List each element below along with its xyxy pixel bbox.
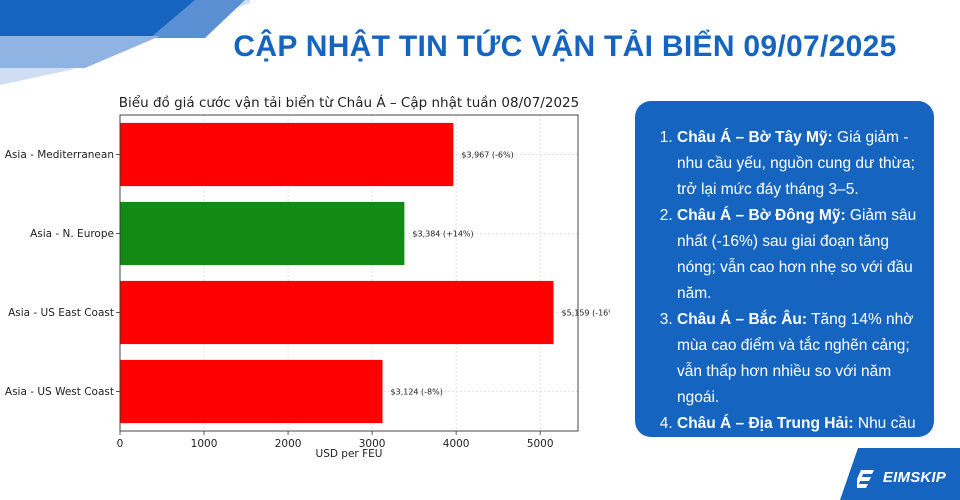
note-item: Châu Á – Địa Trung Hải: Nhu cầu ổn định …	[677, 411, 922, 489]
y-tick-label: Asia - Mediterranean	[5, 149, 114, 161]
note-item: Châu Á – Bắc Âu: Tăng 14% nhờ mùa cao đi…	[677, 307, 922, 411]
data-label: $5,159 (-16%)	[562, 309, 610, 318]
note-text: Nhu cầu ổn định nhưng giá giảm do dư cun…	[677, 415, 916, 484]
note-item: Châu Á – Bờ Đông Mỹ: Giảm sâu nhất (-16%…	[677, 203, 922, 307]
bar	[120, 359, 383, 424]
logo-background	[840, 448, 960, 500]
data-label: $3,384 (+14%)	[412, 230, 473, 239]
x-tick-label: 1000	[191, 438, 218, 450]
corner-shape-lower	[0, 36, 160, 68]
note-text: Giảm sâu nhất (-16%) sau giai đoạn tăng …	[677, 207, 917, 302]
x-tick-label: 2000	[275, 438, 302, 450]
notes-list: Châu Á – Bờ Tây Mỹ: Giá giảm - nhu cầu y…	[650, 125, 922, 489]
eimskip-e-icon	[857, 470, 874, 488]
bar	[120, 122, 454, 187]
y-tick-label: Asia - US West Coast	[5, 386, 114, 398]
x-tick-label: 4000	[443, 438, 470, 450]
logo-text: EIMSKIP	[882, 469, 946, 486]
x-tick-label: 3000	[359, 438, 386, 450]
bar	[120, 201, 405, 266]
plot-frame	[119, 114, 579, 432]
note-route-label: Châu Á – Bắc Âu:	[677, 311, 808, 328]
note-route-label: Châu Á – Bờ Đông Mỹ:	[677, 207, 846, 224]
y-tick-label: Asia - N. Europe	[30, 228, 114, 240]
corner-shape-mid	[150, 0, 245, 38]
data-label: $3,124 (-8%)	[391, 388, 443, 397]
note-route-label: Châu Á – Bờ Tây Mỹ:	[677, 129, 833, 146]
note-text: Giá giảm - nhu cầu yếu, nguồn cung dư th…	[677, 129, 915, 198]
x-axis-label: USD per FEU	[316, 448, 383, 460]
chart-title: Biểu đồ giá cước vận tải biển từ Châu Á …	[119, 94, 579, 111]
eimskip-logo: EIMSKIP	[840, 448, 960, 500]
data-label: $3,967 (-6%)	[461, 151, 513, 160]
notes-panel: Châu Á – Bờ Tây Mỹ: Giá giảm - nhu cầu y…	[635, 101, 934, 484]
chart-bars: $3,967 (-6%) $3,384 (+14%) $5,159 (-16%) $3…	[120, 122, 619, 424]
x-tick-label: 5000	[527, 438, 554, 450]
freight-rate-chart: Biểu đồ giá cước vận tải biển từ Châu Á …	[0, 88, 619, 468]
chart-svg: Biểu đồ giá cước vận tải biển từ Châu Á …	[5, 94, 619, 460]
y-tick-label: Asia - US East Coast	[8, 307, 114, 319]
note-item: Châu Á – Bờ Tây Mỹ: Giá giảm - nhu cầu y…	[677, 125, 922, 203]
note-route-label: Châu Á – Địa Trung Hải:	[677, 415, 854, 432]
page-title: CẬP NHẬT TIN TỨC VẬN TẢI BIỂN 09/07/2025	[233, 30, 897, 63]
bar	[120, 280, 554, 345]
chart-axes: 0 1000 2000 3000 4000 5000 Asia - Mediterranea…	[5, 114, 579, 450]
note-text: Tăng 14% nhờ mùa cao điểm và tắc nghẽn c…	[677, 311, 914, 406]
x-tick-label: 0	[117, 438, 124, 450]
